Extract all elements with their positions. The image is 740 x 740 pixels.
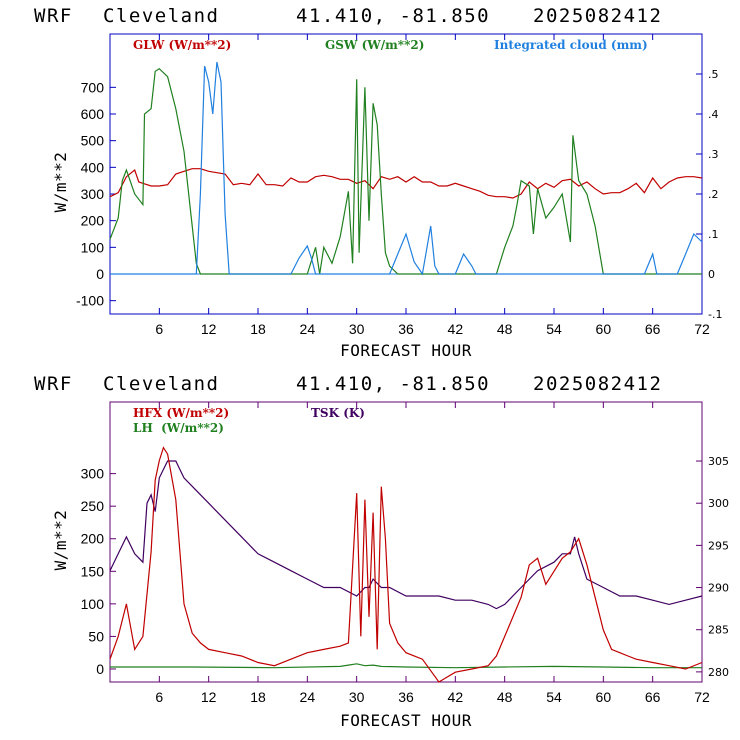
x-tick-label: 42 — [448, 689, 464, 705]
series-cloud-line — [110, 61, 703, 276]
y2-tick-label: .1 — [708, 228, 719, 241]
x-tick-label: 72 — [694, 321, 710, 337]
panel1-ylabel: W/m**2 — [51, 152, 70, 213]
y2-tick-label: 300 — [708, 497, 729, 510]
y2-tick-label: 295 — [708, 539, 729, 552]
y2-tick-label: .2 — [708, 188, 719, 201]
x-tick-label: 60 — [596, 321, 612, 337]
panel1-location: Cleveland — [103, 5, 219, 27]
y-tick-label: 700 — [81, 79, 105, 95]
x-tick-label: 30 — [349, 689, 365, 705]
x-tick-label: 24 — [300, 321, 316, 337]
y-tick-label: 250 — [81, 498, 105, 514]
y-tick-label: 200 — [81, 213, 105, 229]
series-glw-line — [109, 168, 703, 199]
panel2-right-axis: 280 285 290 295 300 305 — [696, 455, 729, 679]
x-tick-label: 12 — [201, 321, 217, 337]
x-tick-label: 48 — [497, 689, 513, 705]
y-tick-label: 100 — [81, 239, 105, 255]
y-tick-label: 0 — [96, 266, 104, 282]
panel1-run: 2025082412 — [533, 5, 662, 27]
x-tick-label: 66 — [645, 321, 661, 337]
legend-cloud: Integrated cloud (mm) — [494, 38, 648, 52]
y2-tick-label: .5 — [708, 68, 719, 81]
panel1-left-axis: -100 0 100 200 300 400 500 600 700 — [76, 79, 116, 309]
x-tick-label: 18 — [250, 689, 266, 705]
panel2-model: WRF — [34, 373, 73, 395]
y2-tick-label: .4 — [708, 108, 719, 121]
x-tick-label: 60 — [596, 689, 612, 705]
panel2-ylabel: W/m**2 — [51, 510, 70, 571]
x-tick-label: 42 — [448, 321, 464, 337]
y2-tick-label: 285 — [708, 624, 729, 637]
y-tick-label: 50 — [88, 628, 104, 644]
panel1-xlabel: FORECAST HOUR — [340, 341, 472, 360]
panel1-coords: 41.410, -81.850 — [296, 5, 490, 27]
panel2-plot-frame — [109, 401, 703, 683]
legend-hfx: HFX (W/m**2) — [133, 406, 229, 420]
panel1-right-axis: -.1 0 .1 .2 .3 .4 .5 — [696, 68, 722, 321]
y2-tick-label: 280 — [708, 666, 729, 679]
x-tick-label: 12 — [201, 689, 217, 705]
panel1-plot-frame — [109, 33, 703, 315]
y-tick-label: 300 — [81, 186, 105, 202]
panel2-coords: 41.410, -81.850 — [296, 373, 490, 395]
series-gsw-line — [109, 67, 702, 275]
y-tick-label: 200 — [81, 531, 105, 547]
series-tsk-line — [109, 460, 703, 610]
legend-glw: GLW (W/m**2) — [133, 38, 231, 52]
y-tick-label: 0 — [96, 661, 104, 677]
x-tick-label: 66 — [645, 689, 661, 705]
x-tick-label: 36 — [398, 689, 414, 705]
x-tick-label: 30 — [349, 321, 365, 337]
legend-gsw: GSW (W/m**2) — [325, 38, 424, 52]
legend-tsk: TSK (K) — [311, 406, 365, 420]
y2-tick-label: 305 — [708, 455, 729, 468]
y2-tick-label: 0 — [708, 268, 715, 281]
y-tick-label: -100 — [76, 293, 104, 309]
y2-tick-label: 290 — [708, 582, 729, 595]
x-tick-label: 36 — [398, 321, 414, 337]
y-tick-label: 150 — [81, 563, 105, 579]
series-lh-line — [110, 663, 702, 669]
y2-tick-label: -.1 — [708, 308, 722, 321]
series-hfx-line — [109, 446, 703, 683]
y-tick-label: 600 — [81, 106, 105, 122]
panel2-left-axis: 0 50 100 150 200 250 300 — [81, 466, 116, 677]
x-tick-label: 54 — [546, 689, 562, 705]
panel2-run: 2025082412 — [533, 373, 662, 395]
panel-radiation: WRF Cleveland 41.410, -81.850 2025082412… — [34, 5, 722, 360]
y-tick-label: 500 — [81, 133, 105, 149]
x-tick-label: 54 — [546, 321, 562, 337]
y2-tick-label: .3 — [708, 148, 719, 161]
legend-lh: LH (W/m**2) — [133, 421, 224, 435]
panel2-xlabel: FORECAST HOUR — [340, 711, 472, 730]
y-tick-label: 300 — [81, 466, 105, 482]
panel-fluxes: WRF Cleveland 41.410, -81.850 2025082412… — [34, 373, 729, 730]
y-tick-label: 400 — [81, 159, 105, 175]
x-tick-label: 18 — [250, 321, 266, 337]
panel1-model: WRF — [34, 5, 73, 27]
x-tick-label: 24 — [300, 689, 316, 705]
y-tick-label: 100 — [81, 596, 105, 612]
x-tick-label: 48 — [497, 321, 513, 337]
x-tick-label: 6 — [155, 689, 163, 705]
panel2-x-axis: 6 12 18 24 30 36 42 48 54 60 66 72 — [155, 402, 710, 705]
x-tick-label: 6 — [155, 321, 163, 337]
x-tick-label: 72 — [694, 689, 710, 705]
panel1-x-axis: 6 12 18 24 30 36 42 48 54 60 66 72 — [155, 34, 710, 337]
panel2-location: Cleveland — [103, 373, 219, 395]
